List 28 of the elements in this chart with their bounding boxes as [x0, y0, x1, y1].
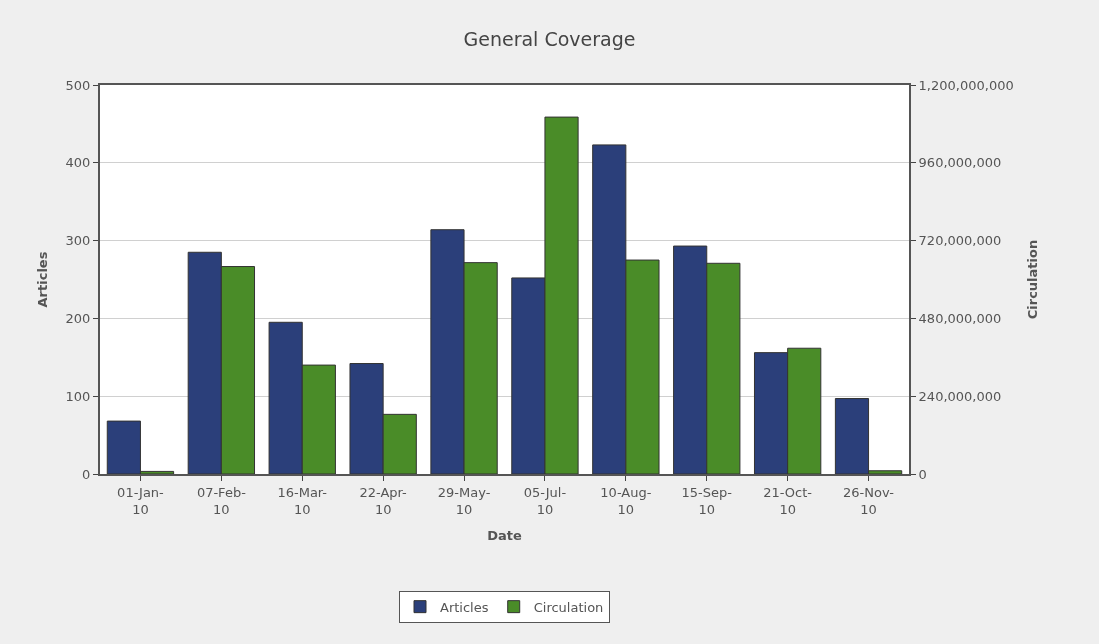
x-tick-label: 15-Sep-10: [681, 484, 733, 517]
x-tick-label: 07-Feb-10: [196, 484, 247, 517]
y2-tick-label: 1,200,000,000: [918, 77, 1014, 93]
y2-tick-label: 480,000,000: [918, 310, 1002, 326]
y-tick-label: 100: [65, 388, 91, 404]
y2-tick-label: 0: [918, 466, 927, 482]
x-tick-label: 05-Jul-10: [523, 484, 567, 517]
x-tick-label: 29-May-10: [437, 484, 491, 517]
y-tick-label: 200: [65, 310, 91, 326]
x-axis-title: Date: [487, 527, 522, 543]
y-axis-title: Articles: [35, 251, 51, 308]
y-tick-label: 0: [82, 466, 91, 482]
y-tick-label: 400: [65, 155, 91, 171]
y2-tick-label: 240,000,000: [918, 388, 1002, 404]
y-tick-label: 300: [65, 233, 91, 249]
x-tick-label: 10-Aug-10: [600, 484, 652, 517]
x-tick-label: 16-Mar-10: [277, 484, 328, 517]
legend-label: Circulation: [533, 599, 604, 615]
x-tick-label: 21-Oct-10: [763, 484, 813, 517]
y2-tick-label: 960,000,000: [918, 155, 1002, 171]
y-tick-label: 500: [65, 77, 91, 93]
legend-label: Articles: [440, 599, 489, 615]
chart-title: General Coverage: [463, 27, 636, 50]
y2-axis-title: Circulation: [1024, 239, 1040, 320]
x-tick-label: 22-Apr-10: [359, 484, 408, 517]
y2-tick-label: 720,000,000: [918, 233, 1002, 249]
x-tick-label: 26-Nov-10: [843, 484, 895, 517]
x-tick-label: 01-Jan-10: [117, 484, 165, 517]
